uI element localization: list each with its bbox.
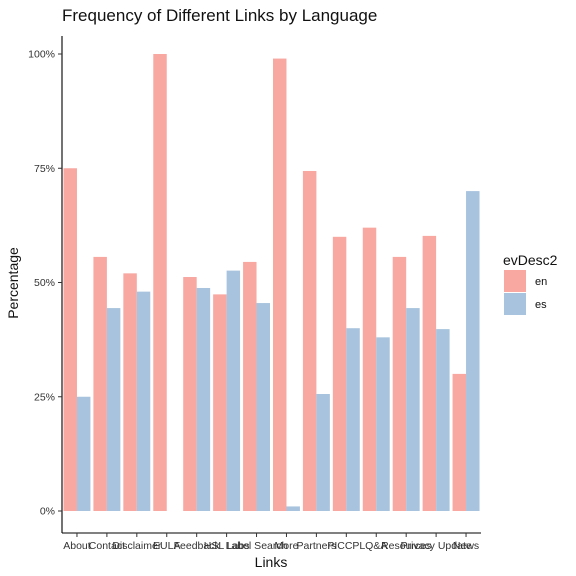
y-tick-label: 50% [34,277,55,289]
bar-es-12 [436,329,450,511]
legend-items: en es [504,270,547,315]
bar-es-5 [226,270,241,511]
x-tick-label: Privacy Update [401,540,472,552]
x-tick-label: HSL Labs [204,540,250,552]
y-tick-label: 25% [34,391,55,403]
bar-en-6 [243,261,257,511]
y-tick-label: 75% [34,163,55,175]
bar-es-0 [76,396,91,511]
bar-en-1 [93,256,107,511]
x-tick-label: News [453,540,479,552]
bar-en-10 [362,227,377,511]
bar-es-9 [346,328,360,511]
legend: evDesc2 en es [503,252,558,315]
y-axis-ticks: 0% 25% 50% 75% 100% [28,49,62,518]
bar-en-12 [422,235,437,511]
bar-en-7 [273,58,287,511]
x-tick-label: Partners [297,540,337,552]
bar-en-9 [332,236,347,512]
legend-label-en: en [535,276,547,288]
x-tick-label: Resources [381,540,431,552]
x-tick-label: Contact [89,540,125,552]
bar-en-8 [302,170,317,512]
plot-area [63,54,480,512]
x-tick-label: Feedback [174,540,221,552]
bar-en-2 [123,273,137,511]
bar-es-2 [136,291,151,511]
x-tick-label: More [274,540,298,552]
bar-en-4 [183,277,197,511]
y-tick-label: 100% [28,49,55,61]
bar-es-7 [286,506,300,511]
chart-title: Frequency of Different Links by Language [62,6,377,25]
legend-label-es: es [535,299,547,311]
bar-es-11 [406,308,420,511]
legend-swatch-es [504,293,526,315]
bar-es-10 [376,337,390,511]
x-axis-title: Links [255,554,288,570]
bar-es-8 [316,394,330,511]
x-tick-label: Label Search [226,540,288,552]
bar-es-1 [106,308,121,511]
bar-es-4 [196,287,211,511]
x-tick-label: About [63,540,91,552]
x-tick-label: EULA [153,540,180,552]
bar-en-0 [63,168,77,511]
bar-es-6 [256,303,271,511]
x-tick-label: Q&A [365,540,387,552]
x-tick-label: Disclaimer [112,540,162,552]
y-axis-title: Percentage [5,247,21,319]
bar-en-5 [213,294,227,511]
bar-en-3 [153,54,167,511]
legend-title: evDesc2 [503,252,558,268]
y-tick-label: 0% [40,506,55,518]
bar-en-13 [452,373,467,511]
legend-swatch-en [504,270,526,292]
bar-en-11 [392,256,407,511]
x-tick-label: PICCPL [327,540,365,552]
bar-es-13 [466,191,480,511]
